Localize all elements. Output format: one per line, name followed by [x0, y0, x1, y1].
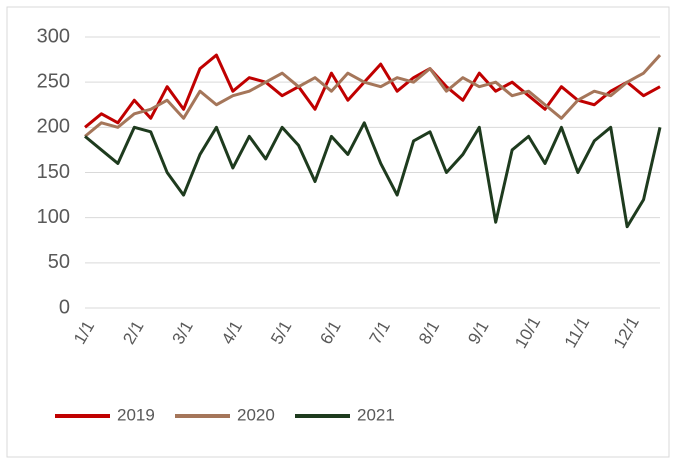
- y-tick-label: 250: [37, 70, 70, 92]
- legend-label: 2021: [357, 405, 395, 424]
- series-line: [84, 121, 662, 229]
- legend-label: 2019: [117, 405, 155, 424]
- legend-label: 2020: [237, 405, 275, 424]
- chart-frame: [6, 6, 670, 458]
- y-tick-label: 0: [59, 296, 70, 318]
- series-line: [84, 53, 661, 129]
- y-tick-label: 50: [48, 251, 70, 273]
- y-tick-label: 200: [37, 116, 70, 138]
- y-tick-label: 150: [37, 161, 70, 183]
- y-tick-label: 100: [37, 206, 70, 228]
- series-line: [84, 54, 662, 138]
- y-tick-label: 300: [37, 25, 70, 47]
